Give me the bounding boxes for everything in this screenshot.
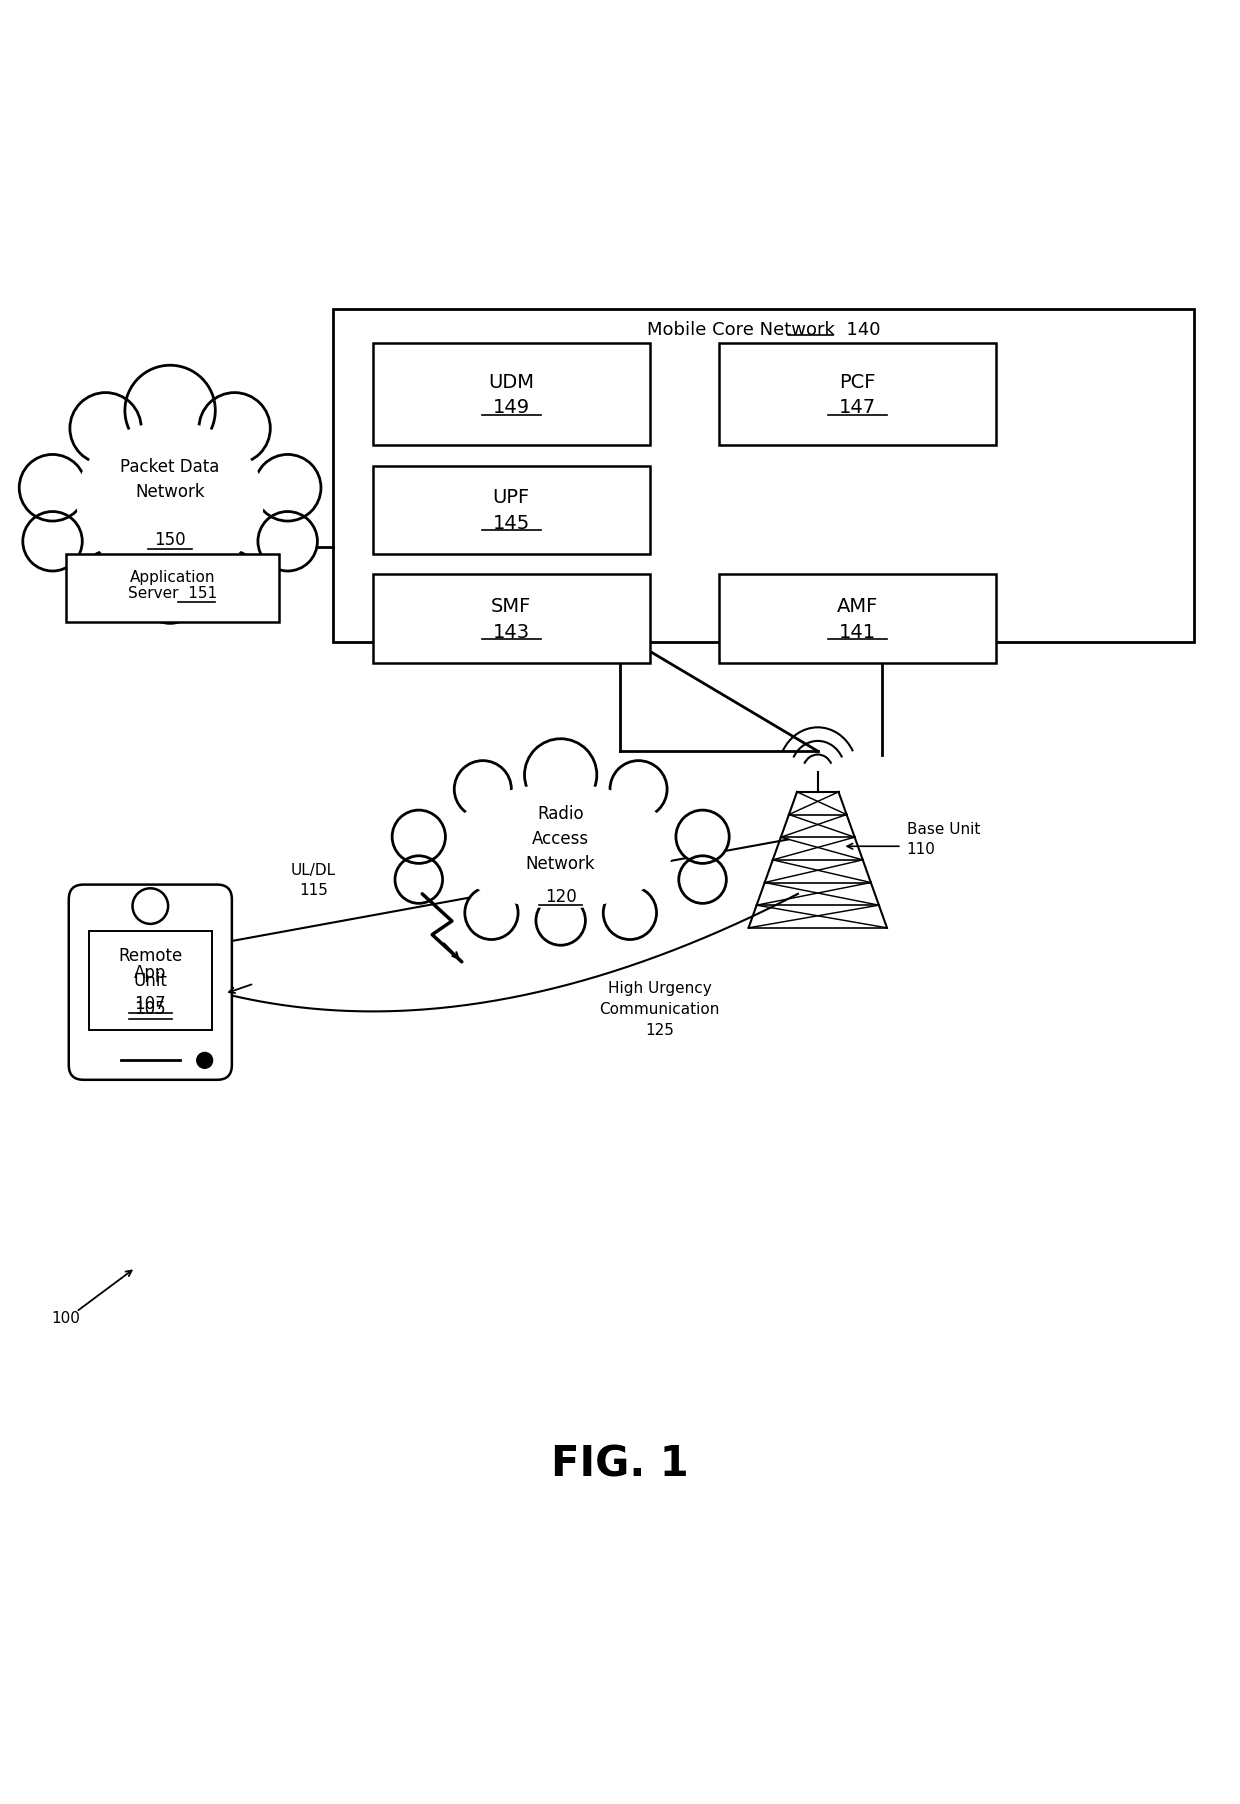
Circle shape bbox=[465, 886, 518, 940]
Circle shape bbox=[536, 897, 585, 945]
FancyBboxPatch shape bbox=[334, 308, 1194, 642]
Circle shape bbox=[678, 855, 727, 904]
Circle shape bbox=[198, 393, 270, 464]
Circle shape bbox=[610, 761, 667, 817]
Text: Packet Data
Network: Packet Data Network bbox=[120, 458, 219, 502]
Text: High Urgency
Communication
125: High Urgency Communication 125 bbox=[599, 981, 719, 1037]
Text: Application: Application bbox=[130, 570, 216, 584]
Circle shape bbox=[676, 810, 729, 864]
FancyBboxPatch shape bbox=[68, 884, 232, 1081]
Text: Server  151: Server 151 bbox=[128, 586, 217, 601]
Text: Remote
Unit: Remote Unit bbox=[118, 947, 182, 990]
Circle shape bbox=[603, 886, 656, 940]
Text: UDM: UDM bbox=[489, 373, 534, 391]
Circle shape bbox=[454, 761, 511, 817]
Text: AMF: AMF bbox=[837, 597, 878, 615]
Circle shape bbox=[197, 1052, 212, 1068]
Text: FIG. 1: FIG. 1 bbox=[551, 1443, 689, 1486]
Polygon shape bbox=[77, 422, 263, 577]
Polygon shape bbox=[436, 778, 686, 915]
Text: 105: 105 bbox=[134, 1001, 166, 1019]
Text: Mobile Core Network  140: Mobile Core Network 140 bbox=[646, 321, 880, 339]
Circle shape bbox=[125, 364, 216, 456]
Circle shape bbox=[79, 550, 146, 617]
FancyBboxPatch shape bbox=[373, 465, 650, 554]
Text: 149: 149 bbox=[492, 399, 529, 417]
Text: 120: 120 bbox=[544, 888, 577, 906]
Circle shape bbox=[22, 512, 82, 572]
Circle shape bbox=[139, 561, 201, 624]
Text: UL/DL
115: UL/DL 115 bbox=[291, 862, 336, 898]
Text: 145: 145 bbox=[492, 514, 529, 532]
Polygon shape bbox=[67, 413, 273, 584]
Text: Radio
Access
Network: Radio Access Network bbox=[526, 805, 595, 873]
Circle shape bbox=[396, 855, 443, 904]
FancyBboxPatch shape bbox=[66, 554, 279, 622]
Text: 107: 107 bbox=[134, 996, 166, 1014]
FancyBboxPatch shape bbox=[373, 574, 650, 662]
Circle shape bbox=[69, 393, 141, 464]
Text: SMF: SMF bbox=[491, 597, 532, 615]
Circle shape bbox=[254, 455, 321, 521]
FancyBboxPatch shape bbox=[89, 931, 212, 1030]
Circle shape bbox=[195, 550, 260, 617]
Polygon shape bbox=[448, 785, 673, 907]
Circle shape bbox=[392, 810, 445, 864]
Text: UPF: UPF bbox=[492, 489, 529, 507]
Text: PCF: PCF bbox=[839, 373, 875, 391]
Text: 147: 147 bbox=[838, 399, 875, 417]
FancyBboxPatch shape bbox=[373, 343, 650, 446]
Circle shape bbox=[20, 455, 86, 521]
Circle shape bbox=[258, 512, 317, 572]
Text: App: App bbox=[134, 965, 166, 983]
Text: 150: 150 bbox=[154, 532, 186, 550]
FancyBboxPatch shape bbox=[719, 343, 996, 446]
Text: 141: 141 bbox=[838, 622, 875, 642]
FancyBboxPatch shape bbox=[719, 574, 996, 662]
Circle shape bbox=[525, 740, 596, 812]
Text: 100: 100 bbox=[51, 1312, 81, 1326]
Text: Base Unit
110: Base Unit 110 bbox=[906, 823, 980, 857]
Text: 143: 143 bbox=[492, 622, 529, 642]
